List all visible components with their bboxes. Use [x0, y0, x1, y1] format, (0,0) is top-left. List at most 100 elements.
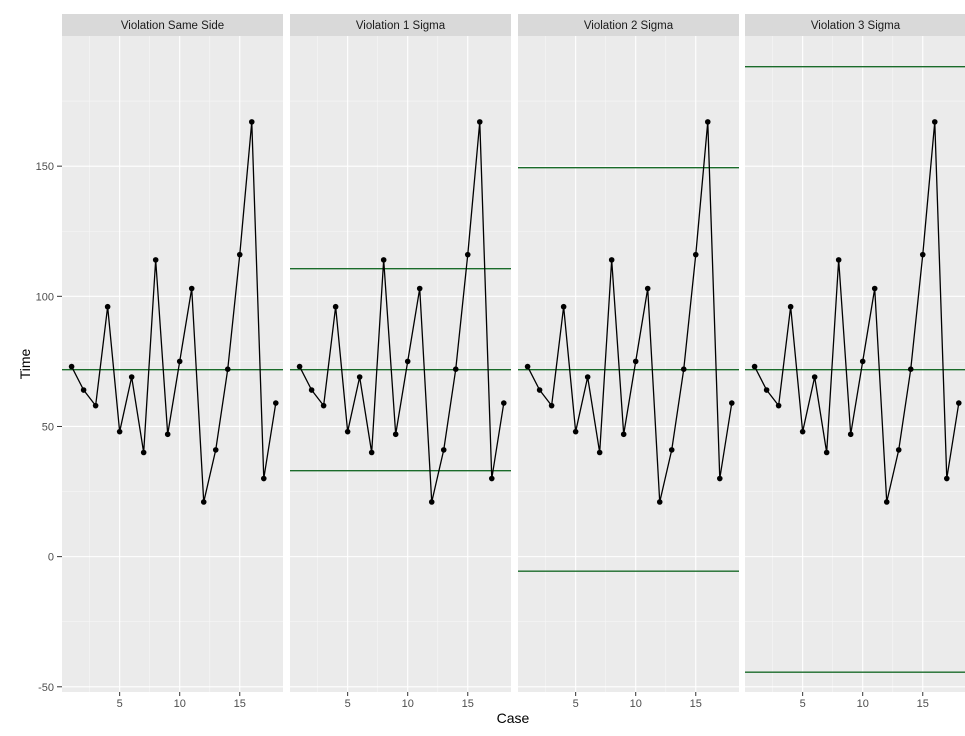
panel-2: Violation 1 Sigma 5 10 15	[290, 14, 511, 710]
series-line	[527, 121, 733, 503]
data-point	[572, 428, 579, 435]
data-point	[823, 449, 830, 456]
x-tick-label: 5	[117, 698, 123, 710]
data-point	[632, 358, 639, 365]
y-axis-title: Time	[17, 348, 33, 379]
panel-title: Violation 2 Sigma	[584, 20, 674, 32]
data-point	[907, 366, 914, 373]
data-point	[799, 428, 806, 435]
data-point	[548, 402, 555, 409]
data-point	[428, 499, 435, 505]
panel-background	[62, 36, 283, 692]
panel-strip	[290, 14, 511, 36]
data-point	[596, 449, 603, 456]
y-tick-label: 100	[36, 291, 54, 303]
panel-background	[518, 36, 739, 692]
data-point	[775, 402, 782, 409]
data-point	[392, 431, 399, 438]
data-point	[811, 374, 818, 380]
data-point	[500, 400, 507, 406]
data-point	[668, 447, 675, 453]
data-point	[644, 285, 651, 292]
data-point	[416, 285, 423, 292]
data-point	[931, 119, 938, 125]
data-point	[140, 449, 147, 456]
data-point	[943, 475, 950, 482]
data-point	[704, 119, 711, 125]
x-tick-label: 10	[402, 698, 414, 710]
data-point	[92, 402, 99, 409]
data-point	[751, 363, 758, 370]
data-point	[104, 303, 111, 310]
y-tick-label: 0	[48, 552, 54, 564]
data-point	[464, 251, 471, 258]
x-tick-label: 10	[174, 698, 186, 710]
panel-3: Violation 2 Sigma 5 10 15	[518, 14, 739, 710]
data-point	[272, 400, 279, 406]
data-point	[380, 257, 387, 263]
data-point	[356, 374, 363, 380]
series-line	[71, 121, 277, 503]
data-point	[440, 447, 447, 453]
x-tick-label: 5	[573, 698, 579, 710]
data-point	[224, 366, 231, 373]
data-point	[919, 251, 926, 258]
data-point	[404, 358, 411, 365]
data-point	[835, 257, 842, 263]
data-point	[200, 499, 207, 505]
data-point	[68, 363, 75, 370]
data-point	[895, 447, 902, 453]
data-point	[344, 428, 351, 435]
data-point	[716, 475, 723, 482]
data-point	[524, 363, 531, 370]
data-point	[152, 257, 159, 263]
data-point	[536, 387, 543, 393]
data-point	[116, 428, 123, 435]
x-tick-label: 15	[234, 698, 246, 710]
data-point	[296, 363, 303, 370]
panel-background	[290, 36, 511, 692]
data-point	[212, 447, 219, 453]
data-point	[248, 119, 255, 125]
data-point	[452, 366, 459, 373]
data-point	[488, 475, 495, 482]
x-tick-label: 10	[630, 698, 642, 710]
y-tick-label: 50	[42, 421, 54, 433]
x-axis-title: Case	[497, 710, 530, 726]
x-tick-label: 5	[345, 698, 351, 710]
y-tick-label: -50	[38, 682, 54, 694]
panel-background	[745, 36, 965, 692]
data-point	[176, 358, 183, 365]
y-tick-label: 150	[36, 161, 54, 173]
data-point	[308, 387, 315, 393]
panel-strip	[62, 14, 283, 36]
data-point	[728, 400, 735, 406]
data-point	[188, 285, 195, 292]
data-point	[883, 499, 890, 505]
data-point	[692, 251, 699, 258]
x-tick-label: 15	[462, 698, 474, 710]
data-point	[955, 400, 962, 406]
data-point	[871, 285, 878, 292]
panel-4: Violation 3 Sigma 5 10 15	[745, 14, 965, 710]
panel-1: Violation Same Side 5 10 15	[62, 14, 283, 710]
data-point	[656, 499, 663, 505]
x-tick-label: 15	[917, 698, 929, 710]
panel-title: Violation Same Side	[121, 20, 224, 32]
x-tick-label: 15	[690, 698, 702, 710]
data-point	[584, 374, 591, 380]
data-point	[620, 431, 627, 438]
data-point	[608, 257, 615, 263]
data-point	[560, 303, 567, 310]
data-point	[680, 366, 687, 373]
series-line	[299, 121, 505, 503]
data-point	[847, 431, 854, 438]
data-point	[320, 402, 327, 409]
x-tick-label: 5	[800, 698, 806, 710]
data-point	[164, 431, 171, 438]
data-point	[332, 303, 339, 310]
data-point	[368, 449, 375, 456]
data-point	[236, 251, 243, 258]
